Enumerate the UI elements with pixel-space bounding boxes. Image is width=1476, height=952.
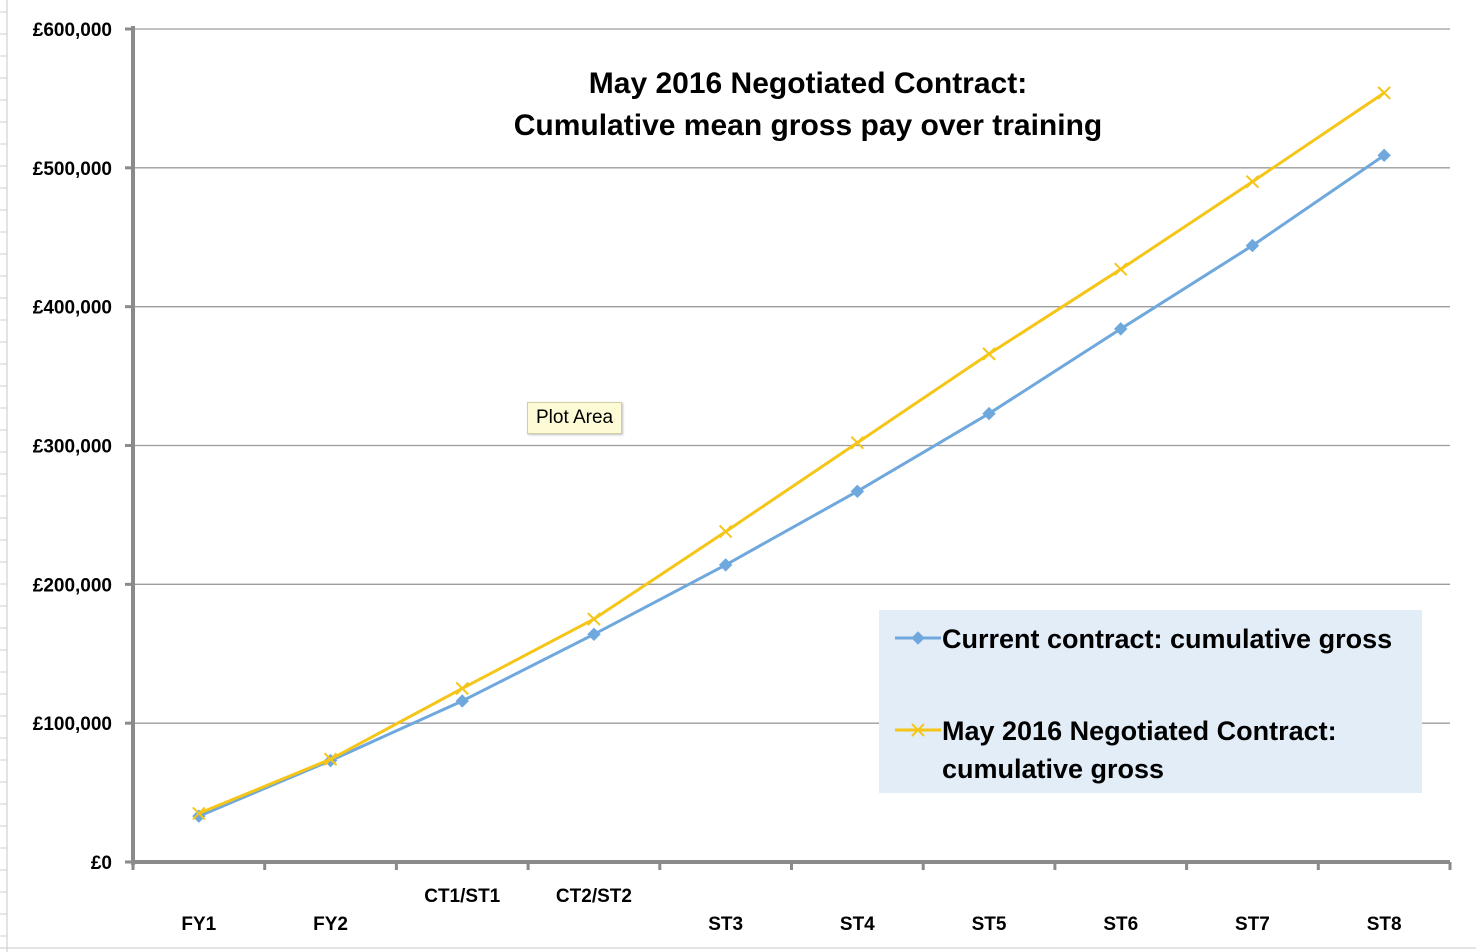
- data-point-marker: [455, 694, 469, 708]
- data-point-marker: [911, 631, 925, 645]
- x-tick-label: ST8: [1367, 914, 1402, 935]
- x-tick-label: CT2/ST2: [556, 886, 632, 907]
- chart-title-line-1: May 2016 Negotiated Contract:: [589, 67, 1027, 100]
- data-point-marker: [1114, 262, 1128, 276]
- legend: Current contract: cumulative gross May 20…: [879, 610, 1422, 793]
- data-point-marker: [1245, 175, 1260, 189]
- y-tick-label: £0: [91, 853, 112, 874]
- y-tick-label: £400,000: [33, 298, 112, 319]
- legend-label: May 2016 Negotiated Contract:: [942, 716, 1337, 746]
- x-tick-label: ST7: [1235, 914, 1270, 935]
- data-point-marker: [323, 752, 338, 766]
- data-point-marker: [192, 806, 206, 821]
- x-tick-label: FY2: [313, 914, 348, 935]
- data-point-marker: [982, 347, 996, 361]
- x-tick-label: ST3: [708, 914, 743, 935]
- x-tick-label: ST6: [1103, 914, 1138, 935]
- data-point-marker: [850, 436, 865, 450]
- series-line-1: [198, 154, 1385, 818]
- data-point-marker: [587, 627, 601, 642]
- x-axis-tick-labels: FY1 FY2 CT1/ST1 CT2/ST2 ST3 ST4 ST5 ST6 ST7 ST8: [181, 886, 1401, 935]
- data-point-marker: [587, 612, 601, 626]
- data-point-marker: [1114, 322, 1128, 336]
- x-tick-label: ST5: [972, 914, 1007, 935]
- y-axis-tick-labels: £0 £100,000 £200,000 £300,000 £400,000 £500,0…: [33, 20, 112, 874]
- legend-label: cumulative gross: [942, 754, 1164, 784]
- legend-label: Current contract: cumulative gross: [942, 624, 1392, 654]
- data-point-marker: [850, 484, 865, 499]
- y-tick-label: £200,000: [33, 575, 112, 596]
- data-point-marker: [455, 681, 469, 696]
- chart-title-line-2: Cumulative mean gross pay over training: [514, 109, 1103, 142]
- data-point-marker: [1245, 238, 1260, 253]
- data-point-marker: [718, 524, 733, 539]
- data-point-marker: [982, 406, 996, 421]
- data-point-marker: [911, 723, 925, 737]
- data-point-marker: [1377, 148, 1391, 163]
- data-point-marker: [1377, 86, 1391, 100]
- x-tick-label: ST4: [840, 914, 875, 935]
- legend-box: [879, 610, 1422, 793]
- data-point-marker: [718, 558, 733, 572]
- y-tick-label: £500,000: [33, 159, 112, 180]
- axes: [125, 26, 1452, 870]
- series-lines: [192, 86, 1391, 823]
- x-tick-label: FY1: [181, 914, 216, 935]
- x-tick-label: CT1/ST1: [424, 886, 500, 907]
- y-tick-label: £100,000: [33, 714, 112, 735]
- y-tick-label: £300,000: [33, 437, 112, 458]
- y-tick-label: £600,000: [33, 20, 112, 41]
- plot-area-tooltip: Plot Area: [527, 402, 623, 434]
- series-line-2: [198, 91, 1385, 815]
